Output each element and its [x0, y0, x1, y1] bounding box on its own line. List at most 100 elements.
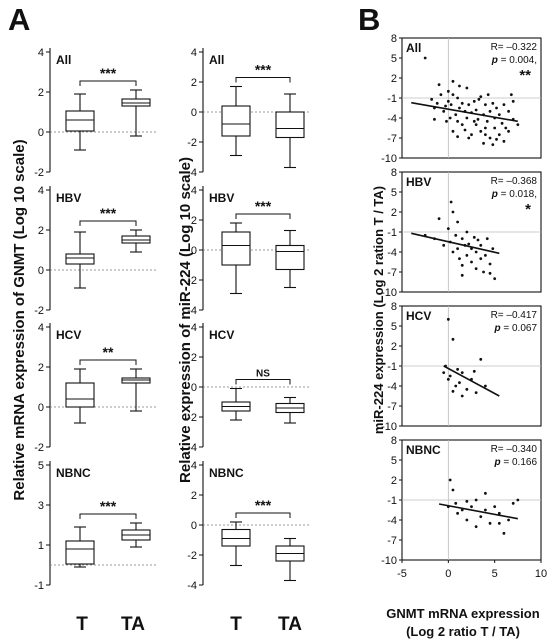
significance-bracket: [235, 77, 291, 83]
y-tick-label: 8: [391, 33, 397, 45]
data-point: [491, 143, 495, 147]
y-tick-label: -4: [187, 167, 197, 179]
y-tick-label: 5: [391, 187, 397, 199]
y-tick-label: -4: [387, 113, 397, 125]
data-point: [497, 113, 501, 117]
data-point: [456, 119, 459, 123]
data-point: [488, 262, 492, 266]
data-point: [486, 93, 490, 97]
data-point: [445, 119, 448, 123]
panel-label: NBNC: [406, 443, 441, 457]
data-point: [437, 83, 441, 87]
y-tick-label: 3: [38, 500, 44, 512]
data-point: [502, 139, 506, 143]
data-point: [470, 505, 473, 509]
y-tick-label: -1: [387, 361, 397, 373]
y-tick-label: 8: [391, 167, 397, 179]
data-point: [507, 109, 510, 113]
box-iqr: [221, 105, 251, 137]
scatter-panel-hbv: 8 5 2 -1 -4 -7 -10 HBV R= –0.368 p = 0.018,*: [381, 167, 542, 299]
panel-label: HBV: [56, 191, 81, 205]
data-point: [474, 250, 478, 254]
significance-bracket: [235, 213, 291, 219]
data-point: [449, 200, 453, 204]
data-point: [484, 133, 487, 137]
data-point: [451, 389, 455, 393]
data-point: [433, 117, 436, 121]
data-point: [470, 260, 473, 264]
box-iqr: [275, 111, 305, 139]
y-tick-label: 2: [391, 341, 397, 353]
data-point: [460, 101, 464, 105]
significance-label: NS: [256, 369, 270, 380]
data-point: [497, 521, 501, 525]
data-point: [470, 133, 473, 137]
y-tick-label: -10: [381, 153, 397, 165]
panel-label: All: [56, 53, 71, 67]
data-point: [458, 381, 461, 385]
data-point: [479, 257, 483, 261]
data-point: [442, 109, 446, 113]
significance-bracket: [79, 220, 137, 226]
y-tick-label: 5: [391, 53, 397, 65]
panel-label-a: A: [8, 2, 30, 37]
p-value: = 0.166: [501, 457, 538, 468]
data-point: [484, 103, 487, 107]
data-point: [500, 121, 504, 125]
data-point: [458, 84, 461, 88]
y-tick-label: -10: [381, 421, 397, 433]
significance-label: ***: [255, 62, 272, 78]
data-point: [488, 136, 492, 140]
y-tick-label: -4: [387, 515, 397, 527]
y-tick-label: 5: [38, 460, 44, 472]
data-point: [516, 498, 520, 502]
scatter-panel-hcv: 8 5 2 -1 -4 -7 -10 HCV R= –0.417 p = 0.067: [381, 301, 542, 433]
y-tick-label: -2: [187, 137, 197, 149]
correlation-r: R= –0.417: [491, 310, 538, 321]
data-point: [488, 109, 492, 113]
box-iqr: [221, 231, 251, 266]
y-tick-label: 4: [191, 322, 197, 334]
data-point: [442, 371, 446, 375]
regression-line: [443, 365, 500, 397]
data-point: [497, 133, 501, 137]
data-point: [479, 129, 483, 133]
data-point: [465, 116, 469, 120]
box-iqr: [65, 110, 95, 132]
scatter-panel-nbnc: 8 5 2 -1 -4 -7 -10 NBNC R= –0.340 p = 0.166: [381, 435, 542, 567]
box-iqr: [65, 540, 95, 565]
data-point: [472, 119, 476, 123]
box-iqr: [65, 253, 95, 265]
p-value-line: p = 0.004,: [491, 55, 537, 66]
panel-label: HCV: [209, 328, 234, 342]
data-point: [456, 220, 459, 224]
data-point: [502, 103, 506, 107]
x-tick-label: 5: [492, 568, 498, 580]
y-tick-label: -1: [387, 227, 397, 239]
significance-stars: **: [519, 67, 531, 84]
data-point: [446, 377, 450, 381]
data-point: [493, 505, 497, 509]
scatter-xlabel-unit: (Log 2 ratio T / TA): [406, 624, 520, 639]
y-tick-label: 8: [391, 435, 397, 447]
y-tick-label: 4: [38, 47, 44, 59]
p-value-line: p = 0.067: [493, 323, 537, 334]
y-tick-label: 0: [38, 402, 44, 414]
y-tick-label: -2: [34, 442, 44, 454]
correlation-r: R= –0.322: [491, 42, 538, 53]
data-point: [446, 227, 450, 231]
y-tick-label: 0: [38, 265, 44, 277]
data-point: [485, 237, 489, 241]
mir224-group-label-t: T: [230, 614, 242, 635]
y-tick-label: -2: [34, 305, 44, 317]
data-point: [474, 498, 478, 502]
panel-label: NBNC: [56, 466, 91, 480]
y-tick-label: 2: [391, 475, 397, 487]
y-tick-label: 0: [191, 382, 197, 394]
data-point: [507, 129, 510, 133]
data-point: [460, 508, 464, 512]
y-tick-label: -2: [187, 412, 197, 424]
panel-label: All: [406, 41, 421, 55]
